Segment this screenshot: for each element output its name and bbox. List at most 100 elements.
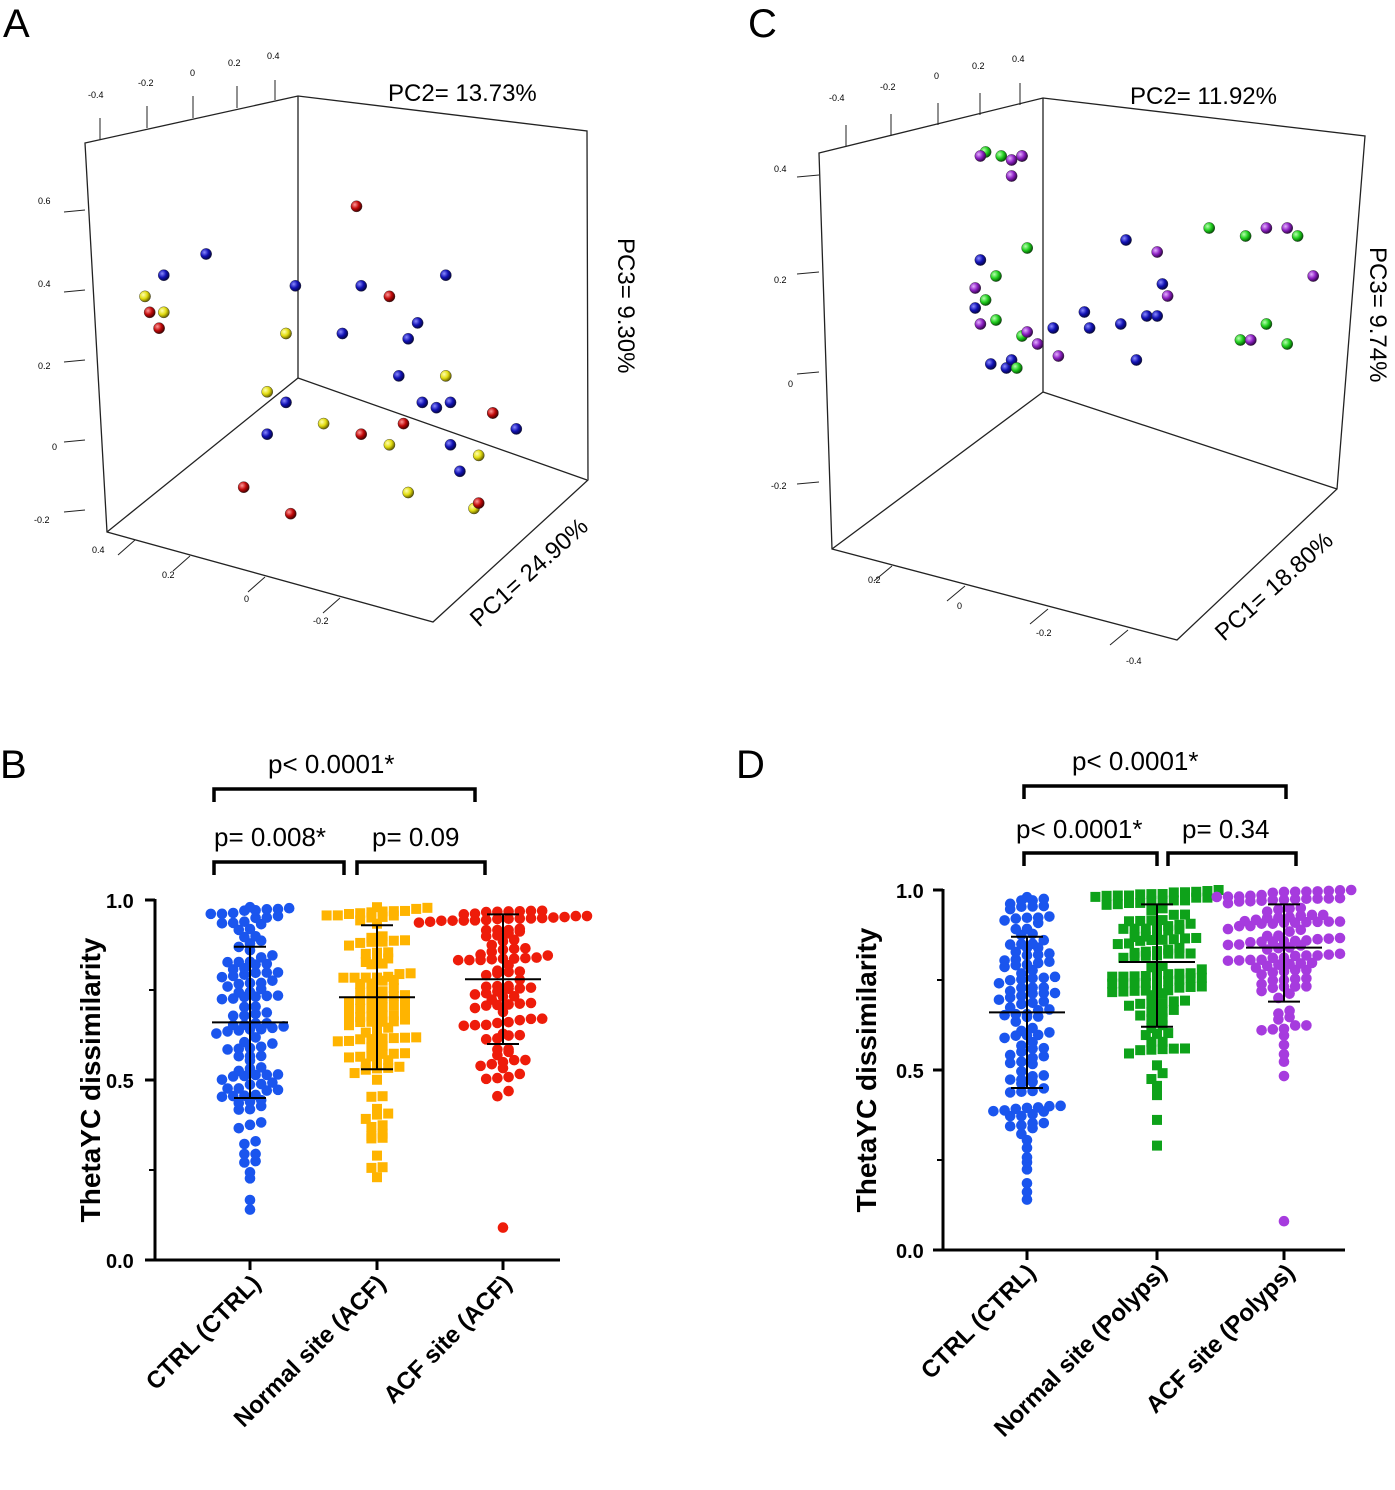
dotplot-d-point-1-7 (1124, 1048, 1134, 1059)
dotplot-d-point-1-99 (1168, 909, 1179, 920)
dotplot-d-point-1-2 (1152, 1090, 1162, 1101)
pca-a-point-blue-16 (454, 465, 466, 478)
dotplot-d-point-2-55 (1245, 936, 1256, 948)
dotplot-d-point-0-108 (1021, 912, 1033, 924)
dotplot-d-point-1-1 (1152, 1114, 1162, 1125)
dotplot-b-point-1-17 (349, 1068, 360, 1079)
dotplot-d-point-1-5 (1157, 1068, 1168, 1079)
pca-a-tick-bottom-3: -0.2 (313, 616, 329, 626)
pca-c-ticks (796, 83, 1129, 646)
dotplot-b-point-2-9 (486, 1058, 498, 1070)
dotplot-d-point-0-71 (1049, 987, 1061, 999)
dotplot-b-point-2-31 (469, 1002, 481, 1014)
dotplot-d-point-1-16 (1152, 1028, 1162, 1039)
pca-c-point-purple-7 (1307, 270, 1319, 282)
dotplot-d-point-1-59 (1185, 968, 1196, 979)
dotplot-b-point-2-82 (424, 916, 436, 928)
dotplot-d-point-1-78 (1146, 935, 1157, 946)
dotplot-b-point-0-85 (261, 967, 273, 978)
dotplot-b-point-1-65 (377, 993, 388, 1004)
dotplot-b-point-2-3 (480, 1073, 492, 1085)
dotplot-b-point-1-69 (366, 986, 377, 997)
dotplot-d-point-0-107 (1010, 913, 1022, 924)
dotplot-d-point-0-45 (1016, 1040, 1027, 1051)
dotplot-d-point-0-35 (1016, 1066, 1027, 1077)
dotplot-d-point-1-103 (1101, 899, 1112, 910)
dotplot-d-point-1-81 (1180, 933, 1190, 944)
dotplot-d-point-1-21 (1157, 1013, 1168, 1024)
dotplot-d-point-1-110 (1180, 895, 1190, 906)
pca-c-point-purple-1 (1005, 154, 1018, 166)
dotplot-b-point-2-40 (469, 989, 481, 1000)
dotplot-d-point-1-94 (1185, 918, 1196, 929)
dotplot-b-point-1-84 (377, 958, 388, 969)
dotplot-d-point-2-14 (1284, 1005, 1295, 1017)
dotplot-b-point-2-65 (475, 949, 486, 960)
dotplot-b-point-0-73 (233, 987, 245, 998)
dotplot-d-point-0-68 (1016, 990, 1027, 1002)
dotplot-d-point-1-82 (1191, 932, 1202, 943)
dotplot-b-point-2-45 (525, 982, 537, 993)
panel-label-a: A (3, 2, 30, 46)
dotplot-d-point-1-10 (1157, 1044, 1168, 1055)
pca-c-point-purple-5 (1281, 222, 1293, 234)
dotplot-b-point-1-52 (366, 1011, 377, 1022)
dotplot-d-point-1-29 (1157, 998, 1168, 1009)
pca-a-point-yellow-6 (439, 370, 452, 382)
dotplot-d-point-1-107 (1146, 895, 1157, 906)
dotplot-d-point-0-87 (1032, 957, 1044, 969)
dotplot-d-point-0-24 (1055, 1100, 1066, 1112)
dotplot-d-point-1-95 (1124, 916, 1134, 927)
dotplot-b-point-1-104 (321, 910, 332, 921)
dotplot-d-point-2-112 (1323, 885, 1335, 897)
dotplot-b-point-1-33 (332, 1036, 343, 1047)
dotplot-b-point-0-24 (272, 1084, 284, 1096)
dotplot-b-point-1-97 (366, 932, 377, 943)
dotplot-d-point-1-19 (1157, 1020, 1168, 1031)
dotplot-d-point-1-37 (1140, 985, 1151, 996)
pca-a-point-red-6 (383, 290, 396, 303)
dotplot-d-point-1-123 (1202, 886, 1213, 897)
pca-a-point-red-9 (397, 417, 410, 430)
dotplot-b-point-2-47 (492, 980, 503, 992)
dotplot-b-point-1-82 (405, 968, 416, 979)
dotplot-d-point-0-6 (1021, 1142, 1033, 1154)
dotplot-b-point-1-54 (388, 1010, 399, 1021)
dotplot-b-point-2-93 (548, 912, 559, 923)
dotplot-d-point-2-106 (1256, 889, 1267, 901)
dotplot-b-point-2-15 (492, 1044, 503, 1055)
dotplot-b-point-1-56 (344, 1005, 354, 1016)
dotplot-b-point-1-78 (360, 972, 371, 983)
dotplot-d-point-1-28 (1146, 998, 1157, 1009)
dotplot-b-point-0-43 (222, 1044, 233, 1055)
dotplot-d-point-1-97 (1146, 915, 1157, 926)
pca-c-point-purple-14 (1245, 334, 1257, 346)
dotplot-b-point-0-111 (205, 908, 217, 920)
pca-c-tick-top-4: 0.4 (1012, 54, 1025, 64)
dotplot-d-point-1-43 (1107, 978, 1118, 989)
dotplot-b-point-0-46 (255, 1041, 267, 1053)
dotplot-d-point-0-40 (1038, 1050, 1050, 1062)
dotplot-d-point-1-49 (1174, 974, 1185, 985)
dotplot-b-point-2-12 (520, 1054, 531, 1066)
dotplot-b-brackets (212, 787, 487, 875)
dotplot-b-point-0-64 (261, 1007, 273, 1018)
dotplot-b-point-1-70 (377, 986, 388, 997)
dotplot-d-point-1-80 (1168, 934, 1179, 945)
dotplot-d-point-2-2 (1278, 1056, 1290, 1068)
dotplot-b-point-2-94 (559, 911, 570, 923)
dotplot-b: ThetaYC dissimilarity 0.0 0.5 1.0 CTRL (… (75, 749, 593, 1433)
pca-c-pc1-label: PC1= 18.80% (1210, 527, 1339, 647)
dotplot-b-point-1-92 (355, 937, 366, 948)
pca-c-point-purple-11 (1031, 338, 1044, 350)
dotplot-b-point-2-63 (531, 952, 542, 963)
dotplot-d-point-0-118 (1038, 893, 1050, 905)
dotplot-d-points (988, 884, 1357, 1227)
dotplot-b-point-1-39 (400, 1032, 410, 1043)
dotplot-d-point-1-100 (1180, 909, 1190, 920)
dotplot-d-point-1-30 (1168, 996, 1179, 1007)
dotplot-b-point-2-56 (452, 954, 464, 966)
panel-label-d: D (736, 743, 765, 787)
dotplot-b-point-1-67 (400, 990, 410, 1001)
dotplot-b-point-1-46 (366, 1016, 377, 1027)
